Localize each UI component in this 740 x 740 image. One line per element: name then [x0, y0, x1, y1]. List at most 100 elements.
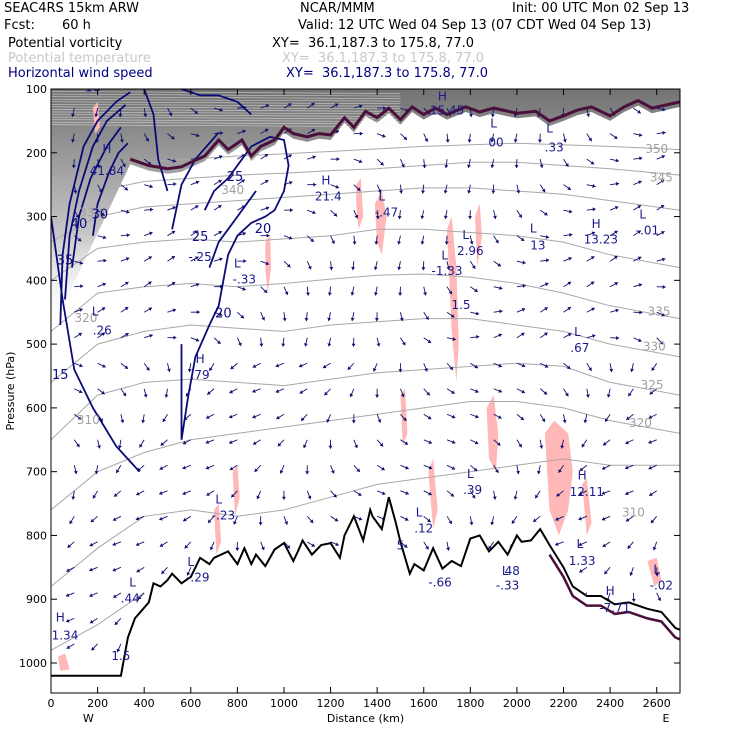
pv-contour-line	[51, 111, 401, 115]
wind-arrowhead	[101, 212, 105, 216]
theta-label: 345	[650, 170, 673, 184]
wind-arrowhead	[443, 215, 448, 220]
wind-speed-contour	[92, 142, 129, 236]
wind-speed-label: 20	[255, 222, 272, 237]
pv-extremum-label: -.33	[233, 273, 256, 287]
wind-arrowhead	[602, 543, 607, 547]
wind-arrowhead	[614, 205, 619, 210]
wind-arrowhead	[521, 389, 525, 394]
pv-extremum-label: -.02	[650, 579, 673, 593]
terrain-mask	[51, 497, 680, 693]
wind-arrowhead	[289, 180, 293, 185]
wind-arrowhead	[159, 466, 164, 470]
pv-contour-line	[51, 124, 401, 128]
wind-arrowhead	[471, 494, 476, 499]
wind-arrowhead	[238, 342, 242, 346]
wind-arrowhead	[399, 317, 404, 322]
wind-arrowhead	[282, 317, 287, 322]
wind-arrowhead	[184, 544, 189, 549]
wind-arrowhead	[89, 619, 94, 624]
wind-arrowhead	[605, 418, 609, 422]
wind-arrowhead	[233, 521, 237, 525]
wind-arrowhead	[425, 316, 429, 320]
wind-arrowhead	[311, 103, 315, 107]
wind-arrowhead	[307, 495, 312, 500]
wind-arrowhead	[114, 493, 118, 497]
wind-arrowhead	[171, 256, 175, 260]
wind-arrowhead	[625, 465, 629, 470]
theta-label: 330	[643, 339, 666, 353]
wind-arrowhead	[468, 216, 473, 220]
wind-arrowhead	[374, 241, 379, 245]
wind-arrowhead	[446, 547, 451, 551]
wind-arrowhead	[263, 289, 268, 293]
wind-speed-contour	[71, 126, 122, 268]
wind-speed-label: 30	[92, 207, 109, 222]
wind-arrowhead	[335, 542, 339, 547]
wind-arrowhead	[218, 230, 222, 235]
wind-arrowhead	[451, 440, 456, 444]
wind-arrowhead	[445, 139, 450, 143]
wind-arrowhead	[97, 445, 101, 449]
wind-arrowhead	[173, 335, 177, 340]
wind-arrowhead	[229, 466, 234, 471]
wind-arrowhead	[450, 493, 454, 497]
wind-arrowhead	[567, 307, 571, 311]
wind-arrowhead	[252, 414, 256, 419]
wind-arrowhead	[398, 369, 403, 373]
wind-arrowhead	[544, 307, 548, 311]
x-tick-label: 800	[227, 697, 248, 710]
wind-arrowhead	[358, 516, 363, 521]
wind-arrowhead	[630, 368, 635, 373]
wind-arrowhead	[401, 163, 405, 168]
pv-extremum-label: 13	[530, 239, 545, 253]
wind-arrowhead	[425, 545, 429, 550]
wind-arrowhead	[592, 207, 596, 212]
theta-contour	[51, 318, 680, 383]
wind-arrowhead	[659, 340, 663, 345]
wind-arrowhead	[601, 491, 606, 495]
wind-arrowhead	[229, 440, 233, 444]
wind-arrowhead	[135, 542, 140, 547]
wind-arrowhead	[101, 390, 105, 395]
wind-arrowhead	[219, 107, 223, 112]
wind-arrowhead	[448, 290, 452, 295]
wind-arrowhead	[264, 128, 269, 133]
wind-arrowhead	[162, 418, 167, 422]
wind-arrowhead	[354, 214, 359, 219]
x-tick-label: 2400	[596, 697, 624, 710]
wind-arrowhead	[194, 230, 199, 234]
wind-arrowhead	[182, 440, 187, 445]
x-tick-label: 400	[134, 697, 155, 710]
wind-arrowhead	[101, 307, 106, 311]
pv-upper-shading	[51, 89, 680, 332]
wind-arrowhead	[89, 567, 93, 572]
wind-speed-label: 15	[52, 368, 69, 383]
pv-extremum-label: L	[546, 121, 553, 135]
wind-arrowhead	[279, 470, 284, 474]
legend-wind-xy: XY= 36.1,187.3 to 175.8, 77.0	[286, 66, 489, 81]
wind-arrowhead	[182, 465, 186, 470]
wind-arrowhead	[569, 232, 573, 237]
wind-arrowhead	[583, 419, 588, 424]
theta-label: 325	[641, 378, 664, 392]
wind-arrowhead	[231, 493, 235, 498]
wind-arrowhead	[604, 570, 608, 575]
theta-contour	[51, 273, 680, 332]
wind-arrowhead	[568, 209, 573, 214]
wind-arrowhead	[420, 215, 425, 219]
wind-arrowhead	[125, 333, 129, 337]
wind-arrowhead	[284, 521, 289, 525]
wind-speed-contour	[208, 190, 257, 268]
wind-speed-label: 35	[57, 253, 74, 268]
wind-arrowhead	[652, 546, 657, 551]
wind-arrowhead	[182, 491, 187, 495]
wind-arrowhead	[614, 230, 618, 235]
wind-arrowhead	[207, 519, 212, 523]
wind-arrowhead	[471, 265, 476, 269]
wind-arrowhead	[650, 519, 655, 524]
pv-extremum-label: L	[653, 563, 660, 577]
wind-arrowhead	[265, 261, 270, 266]
wind-arrowhead	[421, 267, 426, 271]
negative-pv-area	[58, 653, 70, 671]
